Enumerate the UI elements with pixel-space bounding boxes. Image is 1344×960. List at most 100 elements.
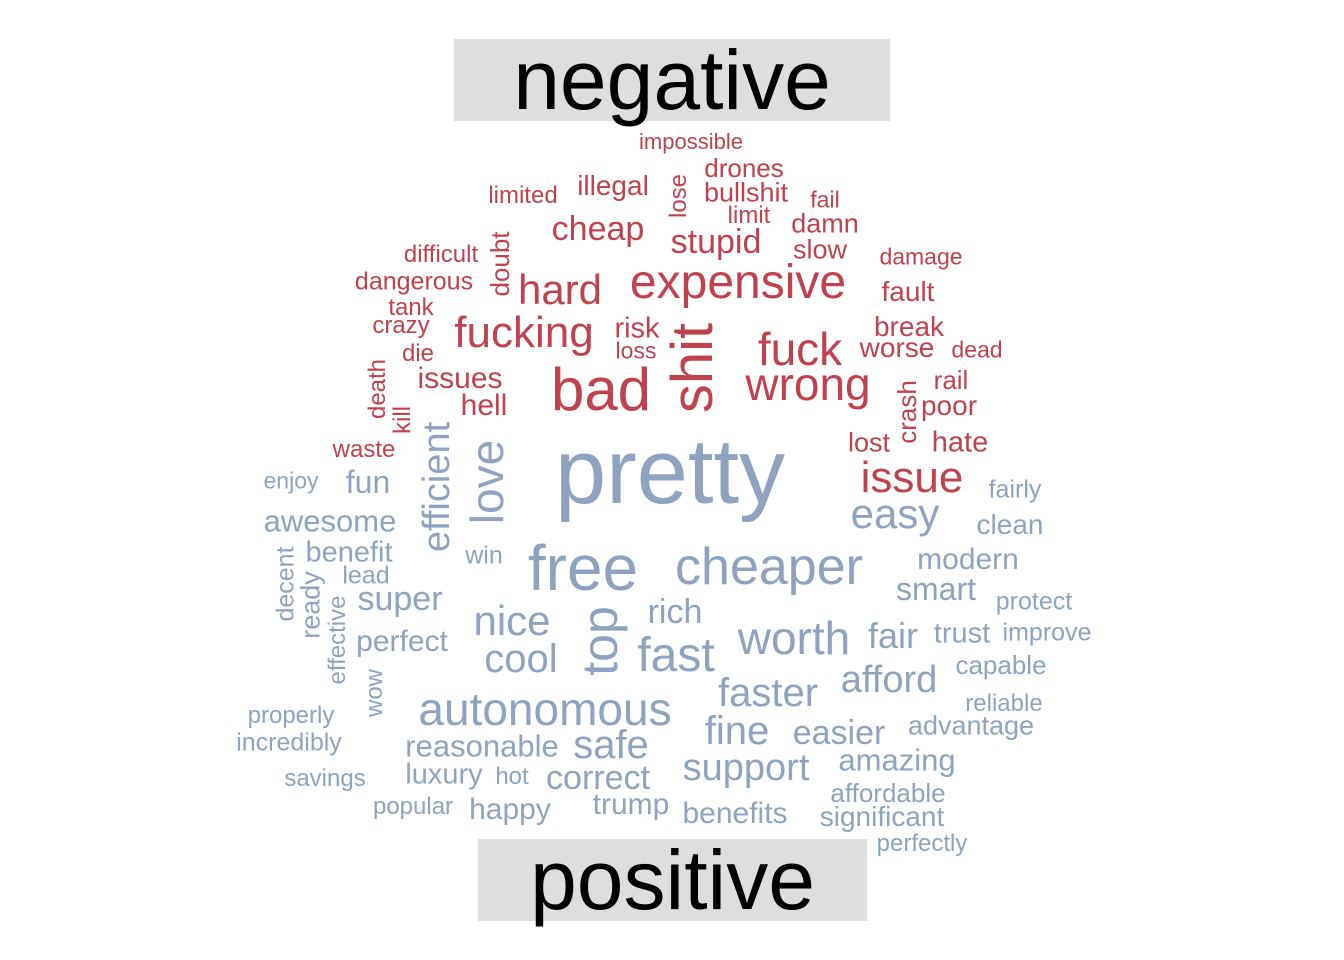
word-negative-fucking: fucking — [454, 308, 594, 357]
word-negative-difficult: difficult — [403, 241, 479, 268]
word-negative-stupid: stupid — [670, 223, 762, 261]
word-positive-clean: clean — [976, 509, 1044, 540]
word-positive-benefits: benefits — [682, 797, 788, 830]
word-negative-tank: tank — [388, 294, 434, 321]
word-negative-damage: damage — [879, 243, 963, 270]
word-positive-popular: popular — [372, 793, 454, 820]
word-positive-effective: effective — [324, 595, 351, 685]
word-negative-death: death — [364, 358, 391, 420]
word-positive-correct: correct — [546, 759, 650, 797]
word-negative-slow: slow — [792, 234, 848, 265]
word-negative-fuck: fuck — [757, 323, 843, 375]
word-positive-ready: ready — [295, 571, 326, 639]
group-label-negative: negative — [454, 38, 890, 122]
word-positive-trust: trust — [933, 617, 991, 650]
word-negative-waste: waste — [332, 436, 396, 463]
word-negative-damn: damn — [791, 208, 859, 239]
word-negative-kill: kill — [389, 406, 416, 434]
word-negative-lost: lost — [847, 427, 891, 458]
word-positive-fun: fun — [345, 464, 391, 500]
word-positive-fairly: fairly — [988, 475, 1042, 504]
word-negative-issues: issues — [417, 362, 503, 395]
group-label-positive: positive — [478, 838, 867, 922]
word-negative-dangerous: dangerous — [354, 267, 474, 296]
word-negative-crazy: crazy — [372, 312, 430, 339]
word-negative-hate: hate — [931, 426, 989, 459]
word-negative-hard: hard — [517, 266, 603, 313]
word-negative-wrong: wrong — [745, 358, 871, 410]
word-positive-advantage: advantage — [907, 710, 1035, 741]
word-negative-bullshit: bullshit — [703, 177, 789, 208]
word-positive-protect: protect — [995, 587, 1073, 616]
word-positive-fast: fast — [637, 629, 715, 682]
word-positive-free: free — [527, 532, 639, 604]
word-positive-enjoy: enjoy — [263, 467, 319, 494]
word-positive-easier: easier — [792, 714, 886, 752]
word-positive-wow: wow — [361, 668, 388, 718]
word-positive-easy: easy — [850, 490, 940, 537]
word-negative-limited: limited — [488, 182, 558, 209]
word-positive-perfect: perfect — [356, 625, 448, 658]
word-positive-modern: modern — [917, 543, 1019, 576]
word-negative-crash: crash — [892, 380, 922, 444]
word-positive-cool: cool — [484, 637, 558, 681]
word-negative-expensive: expensive — [629, 256, 847, 309]
word-positive-win: win — [465, 541, 503, 570]
word-positive-fine: fine — [704, 709, 770, 753]
word-positive-support: support — [682, 747, 810, 789]
word-positive-reasonable: reasonable — [405, 728, 559, 764]
word-positive-love: love — [461, 439, 513, 525]
word-positive-cheaper: cheaper — [675, 538, 863, 596]
word-positive-benefit: benefit — [305, 536, 393, 569]
word-positive-faster: faster — [717, 671, 819, 715]
word-positive-smart: smart — [896, 571, 976, 607]
word-negative-die: die — [401, 340, 435, 367]
word-negative-dead: dead — [951, 336, 1003, 363]
word-negative-rail: rail — [933, 365, 969, 395]
word-negative-bad: bad — [550, 356, 652, 423]
word-negative-drones: drones — [704, 153, 784, 183]
word-positive-incredibly: incredibly — [236, 728, 342, 757]
word-positive-safe: safe — [573, 723, 649, 767]
word-positive-lead: lead — [342, 561, 390, 590]
word-negative-impossible: impossible — [639, 129, 743, 154]
word-positive-improve: improve — [1002, 618, 1092, 647]
word-positive-reliable: reliable — [965, 690, 1043, 717]
word-negative-fail: fail — [810, 186, 840, 213]
word-positive-pretty: pretty — [554, 421, 786, 523]
word-negative-hell: hell — [460, 389, 508, 422]
word-negative-poor: poor — [920, 390, 978, 421]
word-positive-luxury: luxury — [405, 758, 483, 791]
word-positive-trump: trump — [592, 788, 670, 821]
word-positive-perfectly: perfectly — [876, 830, 968, 857]
word-negative-fault: fault — [881, 276, 935, 307]
word-positive-autonomous: autonomous — [418, 683, 672, 735]
word-positive-amazing: amazing — [838, 742, 956, 778]
word-negative-issue: issue — [860, 453, 964, 502]
word-positive-capable: capable — [955, 650, 1047, 680]
word-negative-doubt: doubt — [485, 231, 515, 297]
word-positive-significant: significant — [819, 801, 945, 832]
word-negative-shit: shit — [660, 322, 725, 414]
word-positive-properly: properly — [247, 702, 335, 729]
word-negative-limit: limit — [727, 202, 771, 229]
word-positive-afford: afford — [840, 659, 938, 701]
word-positive-worth: worth — [737, 612, 851, 664]
word-positive-affordable: affordable — [830, 778, 946, 808]
word-positive-super: super — [357, 580, 443, 618]
word-negative-illegal: illegal — [577, 170, 649, 201]
word-positive-top: top — [572, 606, 628, 676]
word-positive-nice: nice — [473, 597, 551, 644]
word-negative-break: break — [873, 311, 945, 342]
word-negative-worse: worse — [859, 332, 935, 363]
word-negative-risk: risk — [614, 312, 660, 345]
word-negative-lose: lose — [665, 173, 692, 219]
word-positive-rich: rich — [647, 593, 703, 631]
word-negative-loss: loss — [615, 337, 657, 364]
word-positive-hot: hot — [495, 763, 529, 790]
word-positive-fair: fair — [867, 615, 919, 656]
word-positive-awesome: awesome — [263, 503, 397, 539]
word-positive-efficient: efficient — [416, 421, 458, 553]
word-positive-happy: happy — [469, 793, 551, 826]
